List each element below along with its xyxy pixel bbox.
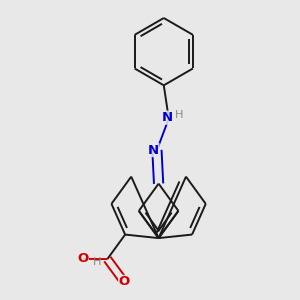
Text: N: N xyxy=(161,111,172,124)
Text: O: O xyxy=(77,252,88,266)
Text: H: H xyxy=(175,110,184,120)
Text: H: H xyxy=(93,256,101,266)
Text: O: O xyxy=(119,275,130,289)
Text: N: N xyxy=(148,144,159,157)
